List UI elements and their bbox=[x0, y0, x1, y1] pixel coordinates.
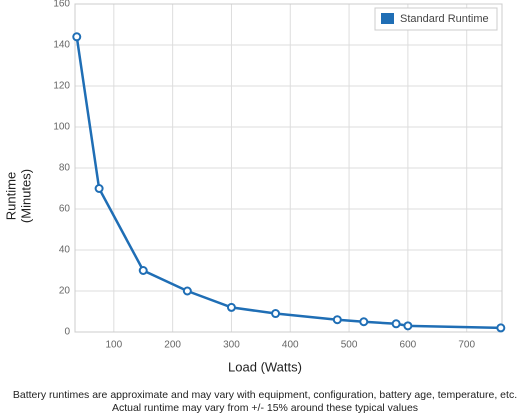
point bbox=[226, 302, 236, 312]
x-tick-label: 200 bbox=[164, 340, 181, 351]
y-tick-label: 40 bbox=[59, 245, 71, 256]
x-axis-label: Load (Watts) bbox=[228, 359, 302, 374]
y-tick-label: 0 bbox=[64, 327, 70, 338]
y-tick-label: 120 bbox=[53, 81, 70, 92]
point bbox=[403, 321, 413, 331]
point bbox=[359, 317, 369, 327]
point bbox=[391, 319, 401, 329]
legend-box bbox=[374, 7, 498, 31]
note: Battery runtimes are approximate and may… bbox=[13, 389, 517, 401]
x-tick-label: 700 bbox=[458, 340, 475, 351]
legend-label: Standard Runtime bbox=[400, 13, 489, 25]
x-tick-label: 100 bbox=[105, 340, 122, 351]
point bbox=[182, 286, 192, 296]
legend-swatch bbox=[381, 13, 394, 24]
x-tick-label: 300 bbox=[223, 340, 240, 351]
y-tick-label: 80 bbox=[59, 163, 71, 174]
x-tick-label: 400 bbox=[282, 340, 299, 351]
point bbox=[94, 184, 104, 193]
x-tick-label: 600 bbox=[400, 340, 417, 351]
x-tick-label: 500 bbox=[341, 340, 358, 351]
y-axis-label: Runtime bbox=[3, 172, 18, 220]
y-tick-label: 60 bbox=[59, 204, 71, 215]
point bbox=[138, 266, 148, 275]
line bbox=[75, 36, 501, 330]
y-tick-label: 140 bbox=[53, 40, 70, 51]
y-axis-label: (Minutes) bbox=[18, 169, 33, 223]
plot-border bbox=[74, 3, 503, 333]
y-tick-label: 160 bbox=[53, 0, 70, 10]
y-tick-label: 20 bbox=[59, 286, 71, 297]
point bbox=[332, 315, 342, 325]
point bbox=[496, 323, 506, 333]
y-tick-label: 100 bbox=[53, 122, 70, 133]
point bbox=[72, 32, 82, 42]
point bbox=[271, 309, 281, 319]
note: Actual runtime may vary from +/- 15% aro… bbox=[112, 402, 418, 414]
